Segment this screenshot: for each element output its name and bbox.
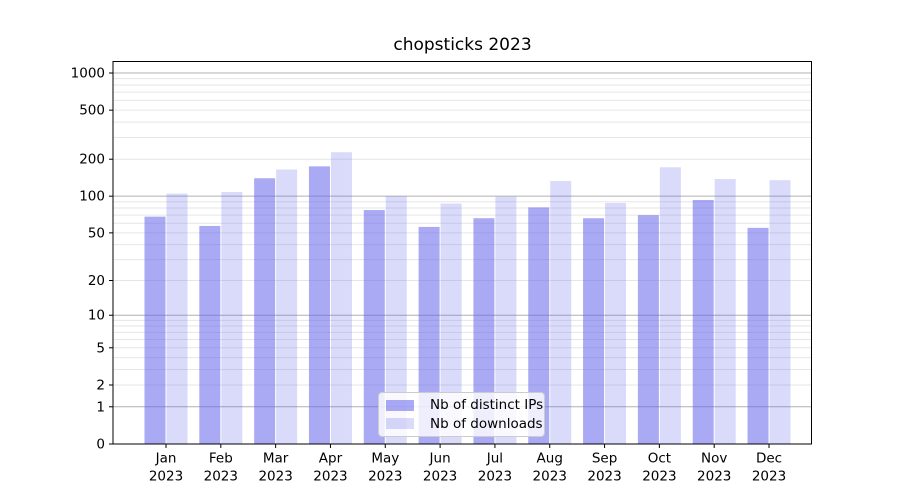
x-tick-year-dec: 2023	[752, 469, 786, 485]
bar-feb-downloads	[221, 192, 243, 444]
x-tick-label-sep: Sep	[592, 451, 617, 467]
bar-dec-distinct-ips	[747, 227, 769, 444]
bar-sep-downloads	[605, 202, 627, 444]
legend-swatch-downloads	[386, 418, 414, 430]
bar-nov-downloads	[714, 179, 736, 444]
bar-oct-downloads	[659, 167, 681, 444]
x-tick-year-nov: 2023	[697, 469, 731, 485]
x-tick-label-oct: Oct	[648, 451, 671, 467]
bar-jul-downloads	[495, 196, 517, 444]
bar-jul-distinct-ips	[473, 218, 495, 444]
x-tick-label-jul: Jul	[486, 451, 503, 467]
x-tick-label-may: May	[371, 451, 399, 467]
x-tick-label-mar: Mar	[263, 451, 289, 467]
bar-nov-distinct-ips	[692, 200, 714, 444]
legend: Nb of distinct IPs Nb of downloads	[378, 392, 545, 437]
x-tick-year-mar: 2023	[258, 469, 292, 485]
x-tick-year-jan: 2023	[149, 469, 183, 485]
bar-sep-distinct-ips	[583, 218, 605, 444]
x-tick-label-jun: Jun	[429, 451, 451, 467]
y-tick-label-5: 5	[96, 340, 105, 356]
x-tick-year-feb: 2023	[204, 469, 238, 485]
x-tick-year-may: 2023	[368, 469, 402, 485]
x-tick-year-aug: 2023	[533, 469, 567, 485]
legend-swatch-distinct-ips	[386, 399, 414, 411]
bar-jun-downloads	[440, 203, 462, 444]
bar-jan-downloads	[166, 193, 188, 444]
bar-dec-downloads	[769, 180, 791, 444]
bar-apr-distinct-ips	[308, 166, 330, 445]
bar-may-downloads	[385, 196, 407, 444]
y-tick-label-2: 2	[96, 378, 105, 394]
x-tick-year-apr: 2023	[313, 469, 347, 485]
x-tick-year-jul: 2023	[478, 469, 512, 485]
bar-aug-downloads	[550, 180, 572, 445]
y-tick-label-100: 100	[79, 189, 105, 205]
legend-label-distinct-ips: Nb of distinct IPs	[430, 397, 544, 414]
y-tick-label-1000: 1000	[71, 66, 105, 82]
y-tick-label-0: 0	[96, 437, 105, 453]
y-tick-label-200: 200	[79, 152, 105, 168]
y-tick-label-500: 500	[79, 103, 105, 119]
y-tick-label-20: 20	[88, 273, 105, 289]
x-tick-year-oct: 2023	[642, 469, 676, 485]
x-tick-label-aug: Aug	[537, 451, 563, 467]
x-tick-label-dec: Dec	[756, 451, 782, 467]
y-tick-label-50: 50	[88, 225, 105, 241]
bar-may-distinct-ips	[363, 210, 385, 444]
y-tick-label-1: 1	[96, 399, 105, 415]
bar-mar-downloads	[276, 169, 298, 444]
bar-apr-downloads	[330, 152, 352, 444]
y-tick-label-10: 10	[88, 308, 105, 324]
x-tick-label-jan: Jan	[155, 451, 177, 467]
legend-item-distinct-ips: Nb of distinct IPs	[386, 396, 543, 414]
legend-item-downloads: Nb of downloads	[386, 415, 543, 433]
bar-mar-distinct-ips	[254, 178, 276, 444]
bar-aug-distinct-ips	[528, 207, 550, 444]
x-tick-label-apr: Apr	[319, 451, 343, 467]
bar-oct-distinct-ips	[637, 215, 659, 444]
legend-label-downloads: Nb of downloads	[430, 415, 543, 432]
x-tick-year-sep: 2023	[587, 469, 621, 485]
bar-jan-distinct-ips	[144, 216, 166, 444]
x-tick-year-jun: 2023	[423, 469, 457, 485]
x-tick-label-nov: Nov	[701, 451, 727, 467]
chart-title: chopsticks 2023	[393, 35, 532, 55]
axes-spines	[112, 61, 812, 445]
bar-feb-distinct-ips	[199, 225, 221, 444]
bar-jun-distinct-ips	[418, 226, 440, 444]
x-tick-label-feb: Feb	[209, 451, 233, 467]
